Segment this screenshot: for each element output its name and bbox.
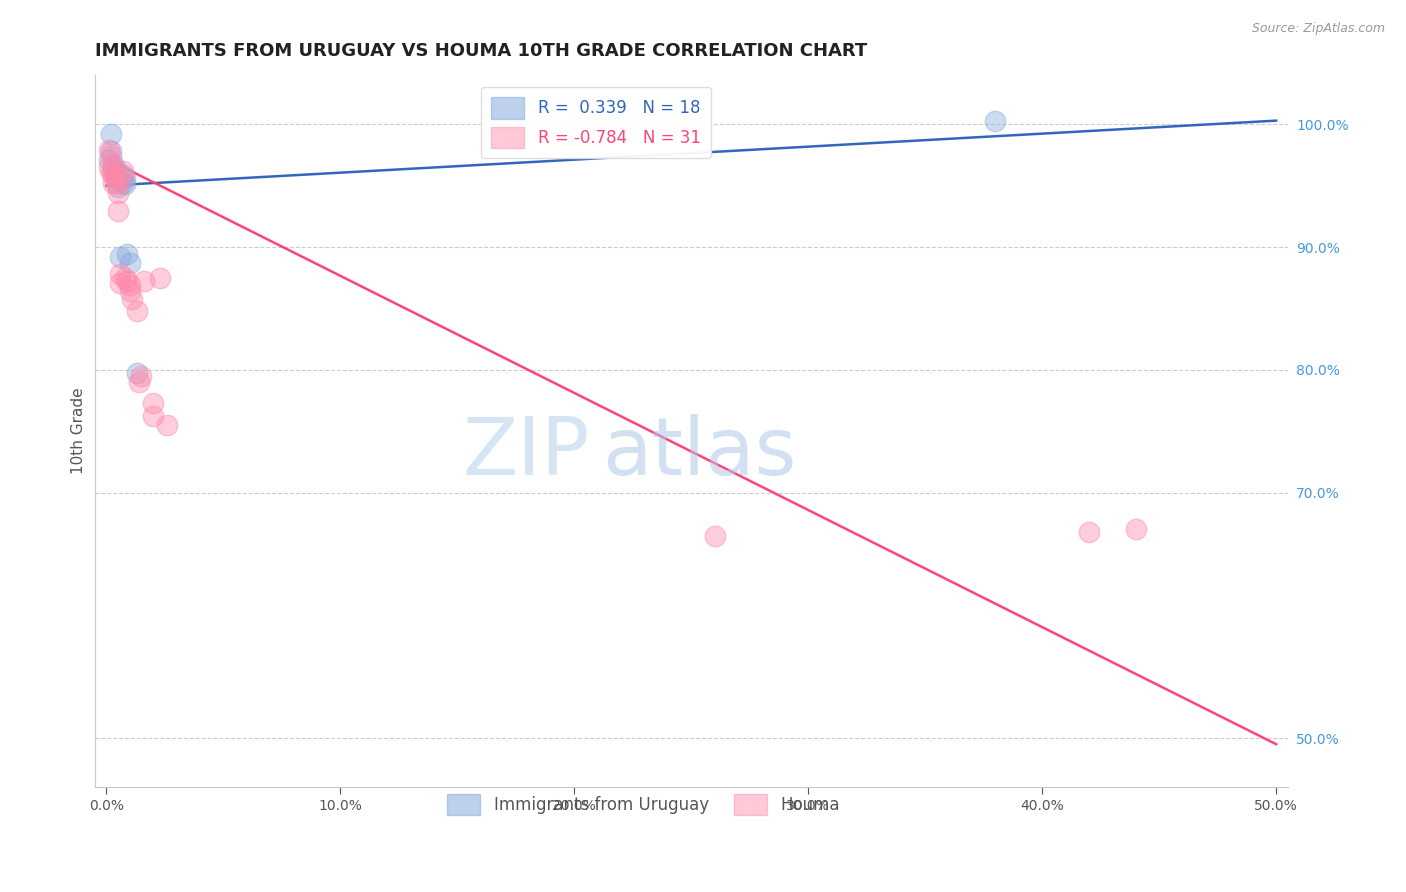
Point: [117, 275, 139, 289]
Point: [104, 176, 127, 190]
Point: [118, 278, 141, 293]
Point: [103, 176, 125, 190]
Point: [104, 169, 127, 183]
Point: [149, 270, 172, 285]
Point: [104, 162, 127, 177]
Legend: Immigrants from Uruguay, Houma: Immigrants from Uruguay, Houma: [437, 784, 851, 825]
Point: [103, 169, 125, 183]
Point: [984, 113, 1007, 128]
Point: [100, 145, 122, 159]
Point: [117, 247, 139, 261]
Point: [111, 164, 134, 178]
Point: [114, 171, 136, 186]
Point: [114, 178, 136, 192]
Point: [97, 143, 120, 157]
Point: [703, 528, 725, 542]
Point: [100, 127, 122, 141]
Point: [1125, 522, 1147, 536]
Point: [97, 161, 120, 175]
Point: [110, 250, 132, 264]
Point: [121, 292, 143, 306]
Point: [107, 186, 129, 200]
Point: [111, 171, 134, 186]
Point: [156, 418, 179, 433]
Point: [100, 165, 122, 179]
Point: [107, 180, 129, 194]
Point: [1078, 524, 1101, 539]
Point: [111, 176, 134, 190]
Point: [118, 285, 141, 299]
Point: [107, 172, 129, 186]
Y-axis label: 10th Grade: 10th Grade: [72, 388, 86, 475]
Point: [110, 267, 132, 281]
Point: [114, 270, 136, 285]
Point: [125, 304, 148, 318]
Point: [118, 256, 141, 270]
Point: [104, 169, 127, 183]
Point: [107, 204, 129, 219]
Point: [132, 275, 155, 289]
Point: [103, 161, 125, 175]
Text: ZIP: ZIP: [463, 414, 589, 491]
Point: [103, 162, 125, 177]
Text: Source: ZipAtlas.com: Source: ZipAtlas.com: [1251, 22, 1385, 36]
Point: [131, 368, 153, 383]
Point: [100, 149, 122, 163]
Text: atlas: atlas: [602, 414, 796, 491]
Point: [142, 396, 165, 410]
Point: [128, 375, 150, 389]
Text: IMMIGRANTS FROM URUGUAY VS HOUMA 10TH GRADE CORRELATION CHART: IMMIGRANTS FROM URUGUAY VS HOUMA 10TH GR…: [94, 42, 868, 60]
Point: [97, 153, 120, 167]
Point: [125, 367, 148, 381]
Point: [142, 409, 165, 424]
Point: [111, 168, 134, 182]
Point: [110, 276, 132, 290]
Point: [103, 156, 125, 170]
